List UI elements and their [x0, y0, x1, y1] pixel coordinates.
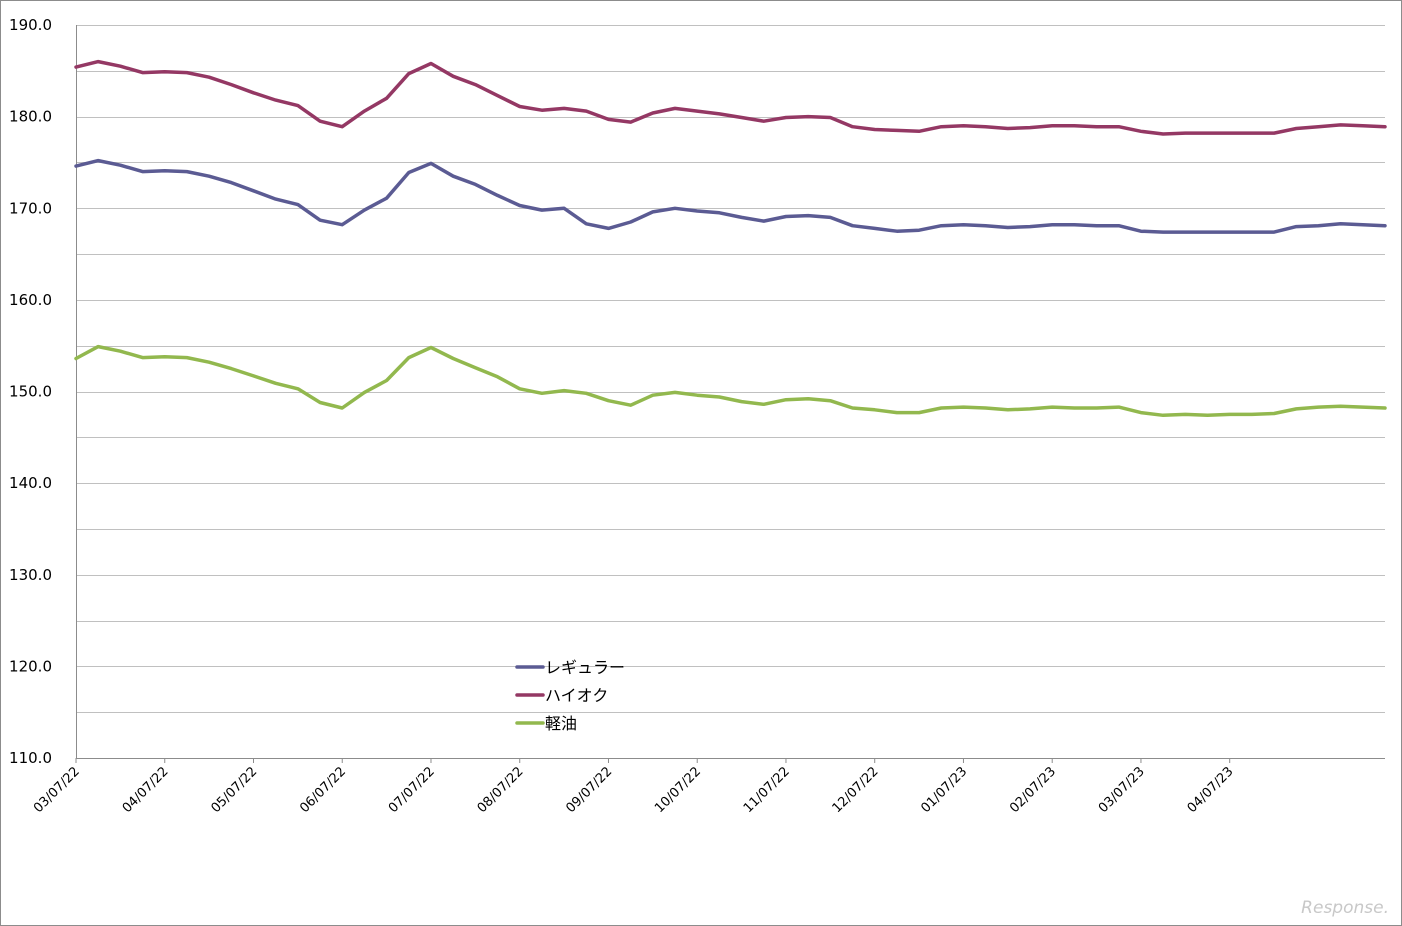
y-tick-label: 130.0 — [9, 566, 52, 584]
y-tick-label: 150.0 — [9, 383, 52, 401]
x-tick-label: 01/07/23 — [918, 764, 970, 816]
y-axis-ticks: 110.0 120.0 130.0 140.0 150.0 160.0 170.0 180.0… — [9, 16, 52, 767]
series-line-2 — [74, 59, 1387, 136]
x-tick-label: 09/07/22 — [563, 764, 615, 816]
legend-label: レギュラー — [545, 658, 625, 677]
x-tick-label: 05/07/22 — [208, 764, 260, 816]
x-tick-label: 02/07/23 — [1007, 764, 1059, 816]
x-tick-label: 03/07/22 — [31, 764, 83, 816]
x-tick-label: 07/07/22 — [386, 764, 438, 816]
x-tick-label: 04/07/22 — [120, 764, 172, 816]
x-tick-label: 04/07/23 — [1185, 764, 1237, 816]
y-tick-label: 110.0 — [9, 749, 52, 767]
y-tick-label: 160.0 — [9, 291, 52, 309]
y-tick-label: 140.0 — [9, 474, 52, 492]
x-tick-label: 10/07/22 — [652, 764, 704, 816]
y-tick-label: 170.0 — [9, 199, 52, 217]
x-tick-label: 11/07/22 — [741, 764, 793, 816]
series-lines — [74, 59, 1387, 418]
x-tick-label: 03/07/23 — [1096, 764, 1148, 816]
x-tick-label: 12/07/22 — [830, 764, 882, 816]
y-tick-label: 120.0 — [9, 657, 52, 675]
watermark-text: Response. — [1301, 898, 1389, 918]
series-line-3 — [74, 344, 1387, 418]
series-line-1 — [74, 158, 1387, 234]
y-tick-label: 190.0 — [9, 16, 52, 34]
x-tick-label: 06/07/22 — [297, 764, 349, 816]
legend-label: ハイオク — [545, 686, 608, 705]
x-axis-ticks: 03/07/22 04/07/22 05/07/22 06/07/22 07/07/22… — [31, 758, 1237, 816]
x-tick-label: 08/07/22 — [475, 764, 527, 816]
y-tick-label: 180.0 — [9, 108, 52, 126]
axes — [76, 25, 1385, 759]
legend-label: 軽油 — [545, 714, 577, 733]
gridlines — [76, 25, 1385, 759]
